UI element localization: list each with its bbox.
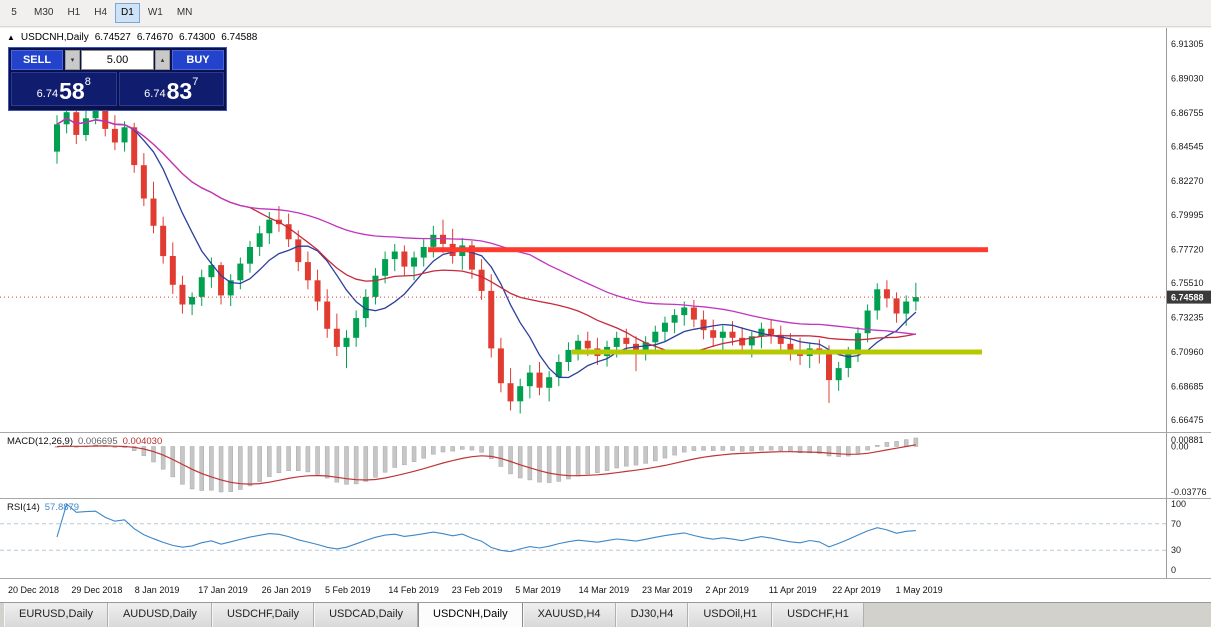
timeframe-button-w1[interactable]: W1 [142,3,169,23]
chart-tab-usdchf-h1[interactable]: USDCHF,H1 [772,603,864,627]
svg-text:6.82270: 6.82270 [1171,176,1204,186]
svg-text:6.74588: 6.74588 [1171,293,1204,303]
timeframe-button-d1[interactable]: D1 [115,3,140,23]
time-axis-label: 26 Jan 2019 [261,585,312,595]
svg-text:6.91305: 6.91305 [1171,39,1204,49]
macd-title: MACD(12,26,9) [7,436,73,447]
macd-indicator-panel[interactable]: 0.00881 0.00 -0.03776 MACD(12,26,9) 0.0066… [0,433,1211,498]
time-axis-label: 14 Mar 2019 [578,585,630,595]
time-axis-label: 8 Jan 2019 [134,585,180,595]
time-axis-label: 29 Dec 2018 [71,585,123,595]
time-axis-label: 23 Feb 2019 [451,585,503,595]
volume-control: ▾ 5.00 ▴ [65,50,170,70]
volume-decrease-button[interactable]: ▾ [65,50,80,70]
time-axis-label: 2 Apr 2019 [705,585,749,595]
chart-header: ▲ USDCNH,Daily 6.74527 6.74670 6.74300 6… [7,32,257,43]
rsi-value: 57.8879 [44,502,80,513]
buy-price-display: 6.74 83 7 [118,72,224,106]
time-axis-label: 23 Mar 2019 [642,585,693,595]
svg-text:6.66475: 6.66475 [1171,415,1204,425]
time-axis-label: 17 Jan 2019 [198,585,248,595]
svg-text:6.73235: 6.73235 [1171,313,1204,323]
time-axis-label: 1 May 2019 [895,585,943,595]
ohlc-open: 6.74527 [94,32,131,43]
svg-text:6.86755: 6.86755 [1171,108,1204,118]
chart-tab-usdcnh-daily[interactable]: USDCNH,Daily [418,603,523,627]
volume-increase-button[interactable]: ▴ [155,50,170,70]
buy-button[interactable]: BUY [172,50,224,70]
svg-text:-0.03776: -0.03776 [1171,487,1207,497]
ohlc-high: 6.74670 [136,32,174,43]
chart-tab-dj30-h4[interactable]: DJ30,H4 [615,603,689,627]
chart-tab-usdoil-h1[interactable]: USDOil,H1 [688,603,773,627]
panel-separator [0,498,1211,499]
rsi-label: RSI(14) 57.8879 [7,502,79,513]
collapse-triangle-icon[interactable]: ▲ [7,33,15,42]
svg-text:6.68685: 6.68685 [1171,382,1204,392]
panel-separator [0,432,1211,433]
timeframe-button-m30[interactable]: M30 [28,3,59,23]
timeframe-button-h1[interactable]: H1 [61,3,86,23]
svg-text:6.89030: 6.89030 [1171,73,1204,83]
timeframe-button-mn[interactable]: MN [171,3,199,23]
svg-text:30: 30 [1171,545,1181,555]
price-chart[interactable]: 6.91305 6.89030 6.86755 6.84545 6.82270 6.799… [0,28,1211,432]
volume-field[interactable]: 5.00 [81,50,154,70]
chart-tab-usdchf-daily[interactable]: USDCHF,Daily [211,603,315,627]
ohlc-close: 6.74588 [221,32,258,43]
price-scale[interactable] [1167,28,1211,579]
svg-text:0.00881: 0.00881 [1171,435,1204,445]
rsi-title: RSI(14) [7,502,40,513]
time-axis-label: 5 Feb 2019 [325,585,371,595]
svg-text:6.70960: 6.70960 [1171,347,1204,357]
macd-label: MACD(12,26,9) 0.006695 0.004030 [7,436,162,447]
chart-tab-audusd-daily[interactable]: AUDUSD,Daily [107,603,212,627]
time-axis-label: 14 Feb 2019 [388,585,439,595]
macd-main-value: 0.006695 [78,436,118,447]
chart-symbol: USDCNH,Daily [20,32,89,43]
timeframe-button-h4[interactable]: H4 [88,3,113,23]
chart-tab-bar: EURUSD,Daily AUDUSD,Daily USDCHF,Daily USDC… [0,602,1211,627]
timeframe-toolbar: 5 M30 H1 H4 D1 W1 MN [0,0,1211,27]
time-axis-label: 20 Dec 2018 [8,585,60,595]
macd-signal-value: 0.004030 [122,436,163,447]
sell-button[interactable]: SELL [11,50,63,70]
svg-text:0: 0 [1171,565,1176,575]
time-axis-label: 22 Apr 2019 [832,585,881,595]
one-click-trading-panel: SELL ▾ 5.00 ▴ BUY 6.74 58 8 6.74 83 7 [8,47,227,111]
chart-tab-eurusd-daily[interactable]: EURUSD,Daily [4,603,108,627]
svg-text:0.00: 0.00 [1171,442,1189,452]
time-axis-label: 5 Mar 2019 [515,585,561,595]
timeframe-button-5[interactable]: 5 [2,3,26,23]
chart-tab-usdcad-daily[interactable]: USDCAD,Daily [314,603,419,627]
svg-text:6.79995: 6.79995 [1171,210,1204,220]
chart-tab-xauusd-h4[interactable]: XAUUSD,H4 [522,603,616,627]
time-axis[interactable]: 20 Dec 2018 29 Dec 2018 8 Jan 2019 17 Jan 2… [0,579,1211,602]
time-axis-label: 11 Apr 2019 [768,585,817,595]
svg-text:6.75510: 6.75510 [1171,278,1204,288]
rsi-indicator-panel[interactable]: 100 70 30 0 RSI(14) 57.8879 [0,499,1211,578]
ohlc-low: 6.74300 [179,32,216,43]
svg-text:100: 100 [1171,499,1186,509]
svg-text:70: 70 [1171,519,1181,529]
svg-text:6.77720: 6.77720 [1171,245,1204,255]
panel-separator [0,578,1211,579]
sell-price-display: 6.74 58 8 [11,72,117,106]
svg-text:6.84545: 6.84545 [1171,141,1204,151]
